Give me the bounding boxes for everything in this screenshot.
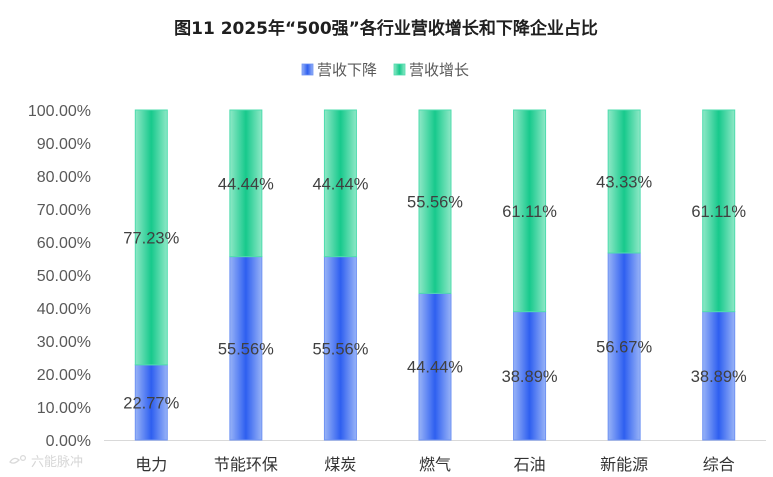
- bar-segment: [229, 109, 263, 258]
- bar-segment: [418, 109, 452, 294]
- data-label: 43.33%: [596, 173, 652, 191]
- chart-title: 图11 2025年“500强”各行业营收增长和下降企业占比: [174, 18, 598, 39]
- bar-segment: [323, 109, 357, 258]
- y-axis: 0.00% 10.00% 20.00% 30.00% 40.00% 50.00% 60.00…: [28, 103, 91, 450]
- data-label: 38.89%: [502, 368, 558, 386]
- data-label: 61.11%: [502, 203, 557, 221]
- bar-segment: [702, 311, 736, 441]
- bar-segment: [134, 109, 168, 366]
- legend-label-0: 营收下降: [317, 61, 377, 79]
- bar-segment: [513, 109, 547, 313]
- y-tick-label: 70.00%: [37, 202, 91, 219]
- data-label: 22.77%: [123, 394, 179, 412]
- x-axis: 电力 节能环保 煤炭 燃气 石油 新能源 综合: [104, 440, 766, 474]
- legend-label-1: 营收增长: [409, 61, 469, 79]
- data-label: 38.89%: [691, 368, 747, 386]
- data-labels: 22.77% 77.23% 55.56% 44.44% 55.56% 44.44% 44.4…: [123, 173, 747, 412]
- data-label: 44.44%: [407, 359, 463, 377]
- watermark: 六能脉冲: [9, 455, 83, 470]
- x-tick-label: 燃气: [419, 455, 451, 474]
- bar-segment: [134, 364, 168, 441]
- y-tick-label: 30.00%: [37, 334, 91, 351]
- y-tick-label: 90.00%: [37, 136, 91, 153]
- bar-segment: [513, 311, 547, 441]
- y-tick-label: 40.00%: [37, 301, 91, 318]
- chart-legend: 营收下降 营收增长: [301, 61, 469, 79]
- legend-swatch-1: [393, 63, 406, 76]
- x-tick-label: 节能环保: [214, 455, 278, 474]
- bar-segment: [607, 109, 641, 254]
- y-tick-label: 100.00%: [28, 103, 91, 120]
- y-tick-label: 50.00%: [37, 268, 91, 285]
- watermark-logo-icon: [9, 455, 27, 464]
- bars: [134, 109, 736, 441]
- watermark-text: 六能脉冲: [31, 455, 83, 470]
- legend-swatch-0: [301, 63, 314, 76]
- data-label: 44.44%: [312, 175, 368, 193]
- y-tick-label: 80.00%: [37, 169, 91, 186]
- bar-segment: [607, 252, 641, 441]
- y-tick-label: 20.00%: [37, 367, 91, 384]
- y-tick-label: 10.00%: [37, 400, 91, 417]
- data-label: 44.44%: [218, 175, 274, 193]
- data-label: 55.56%: [312, 340, 368, 358]
- x-tick-label: 石油: [514, 455, 546, 474]
- data-label: 77.23%: [123, 229, 179, 247]
- data-label: 55.56%: [218, 340, 274, 358]
- bar-segment: [323, 256, 357, 441]
- bar-segment: [702, 109, 736, 313]
- data-label: 55.56%: [407, 194, 463, 212]
- x-tick-label: 新能源: [600, 455, 648, 474]
- data-label: 61.11%: [691, 203, 746, 221]
- x-tick-label: 煤炭: [324, 455, 356, 474]
- data-label: 56.67%: [596, 338, 652, 356]
- y-tick-label: 60.00%: [37, 235, 91, 252]
- x-tick-label: 综合: [703, 455, 735, 474]
- bar-segment: [418, 292, 452, 441]
- y-tick-label: 0.00%: [46, 433, 91, 450]
- x-tick-label: 电力: [135, 455, 167, 474]
